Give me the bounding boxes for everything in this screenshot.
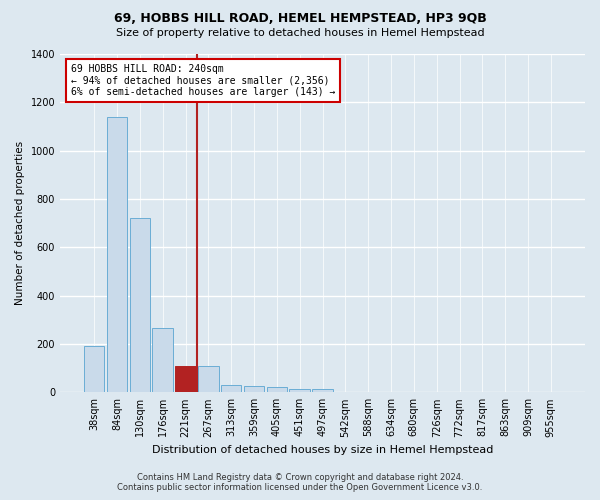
Bar [84,346,104,393]
Text: Size of property relative to detached houses in Hemel Hempstead: Size of property relative to detached ho… [116,28,484,38]
Text: 69, HOBBS HILL ROAD, HEMEL HEMPSTEAD, HP3 9QB: 69, HOBBS HILL ROAD, HEMEL HEMPSTEAD, HP… [113,12,487,26]
Bar [107,117,127,392]
Bar [221,385,241,392]
Bar [198,366,218,392]
Text: Contains HM Land Registry data © Crown copyright and database right 2024.
Contai: Contains HM Land Registry data © Crown c… [118,473,482,492]
Bar [130,218,150,392]
X-axis label: Distribution of detached houses by size in Hemel Hempstead: Distribution of detached houses by size … [152,445,493,455]
Text: 69 HOBBS HILL ROAD: 240sqm
← 94% of detached houses are smaller (2,356)
6% of se: 69 HOBBS HILL ROAD: 240sqm ← 94% of deta… [71,64,335,98]
Bar [244,386,264,392]
Bar [312,388,333,392]
Bar [175,366,196,392]
Y-axis label: Number of detached properties: Number of detached properties [15,141,25,305]
Bar [266,388,287,392]
Bar [289,388,310,392]
Bar [152,328,173,392]
